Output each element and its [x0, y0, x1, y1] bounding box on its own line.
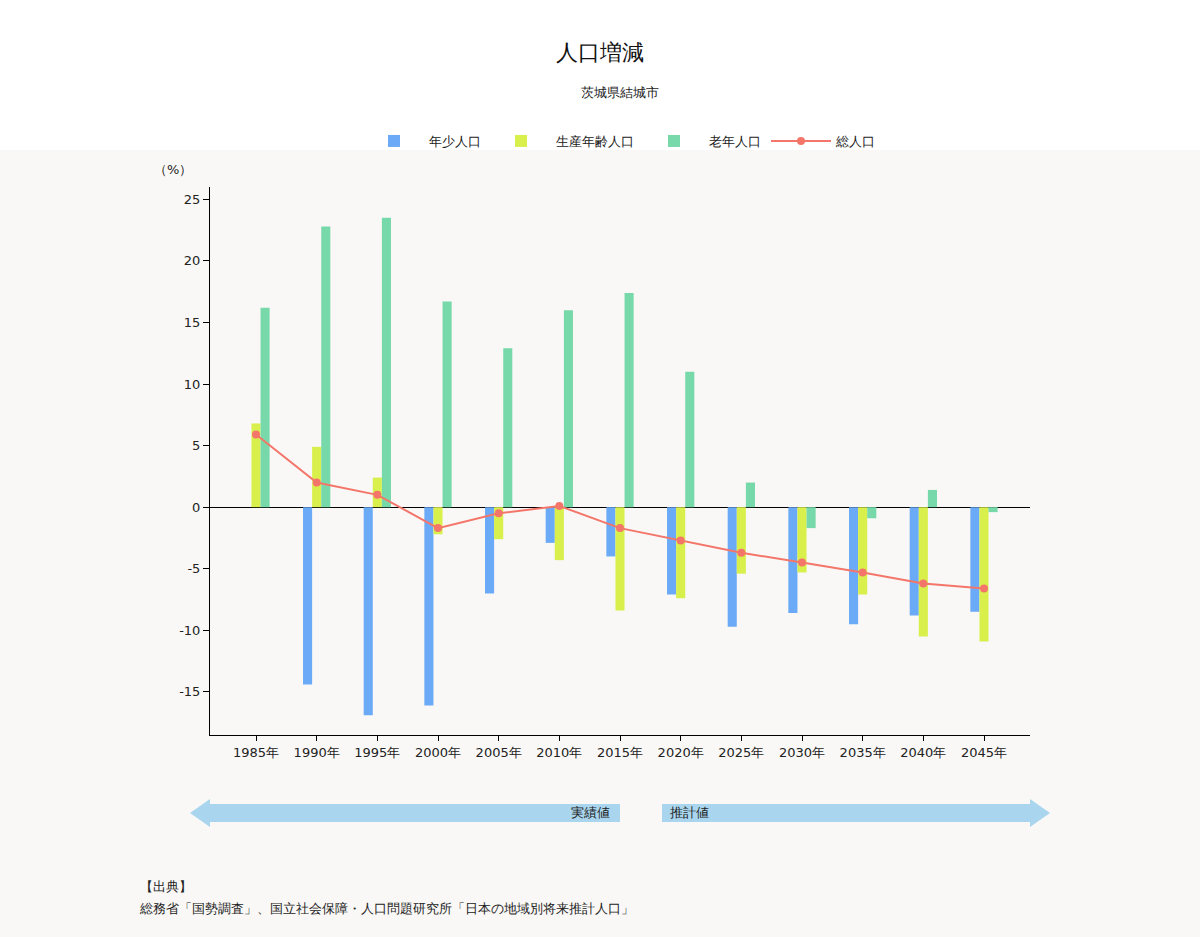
svg-text:2040年: 2040年	[900, 745, 946, 760]
svg-text:25: 25	[184, 192, 201, 207]
svg-text:20: 20	[184, 253, 201, 268]
svg-text:-10: -10	[179, 623, 200, 638]
html-text:【出典】: 【出典】	[140, 879, 192, 894]
svg-text:2045年: 2045年	[961, 745, 1007, 760]
html-text:推計値: 推計値	[670, 805, 709, 820]
svg-text:1990年: 1990年	[294, 745, 340, 760]
svg-text:10: 10	[184, 377, 201, 392]
svg-text:-15: -15	[179, 684, 200, 699]
svg-text:2030年: 2030年	[779, 745, 825, 760]
svg-text:5: 5	[192, 438, 200, 453]
svg-text:-5: -5	[187, 561, 200, 576]
html-text:実績値: 実績値	[571, 805, 610, 820]
svg-text:2015年: 2015年	[597, 745, 643, 760]
svg-text:茨城県結城市: 茨城県結城市	[581, 85, 659, 100]
svg-text:老年人口: 老年人口	[709, 134, 761, 149]
html-text:総務省「国勢調査」、国立社会保障・人口問題研究所「日本の地域: 総務省「国勢調査」、国立社会保障・人口問題研究所「日本の地域別将来推計人口」	[140, 901, 634, 916]
svg-text:生産年齢人口: 生産年齢人口	[556, 134, 634, 149]
svg-text:1995年: 1995年	[354, 745, 400, 760]
svg-text:2025年: 2025年	[718, 745, 764, 760]
svg-text:2005年: 2005年	[476, 745, 522, 760]
svg-text:2020年: 2020年	[658, 745, 704, 760]
svg-text:年少人口: 年少人口	[429, 134, 481, 149]
svg-text:15: 15	[184, 315, 201, 330]
svg-text:人口増減: 人口増減	[556, 40, 644, 65]
svg-text:総人口: 総人口	[835, 134, 875, 149]
svg-text:0: 0	[192, 500, 200, 515]
svg-text:1985年: 1985年	[233, 745, 279, 760]
svg-text:2000年: 2000年	[415, 745, 461, 760]
svg-text:2010年: 2010年	[536, 745, 582, 760]
svg-text:2035年: 2035年	[840, 745, 886, 760]
svg-text:（%）: （%）	[154, 162, 192, 177]
